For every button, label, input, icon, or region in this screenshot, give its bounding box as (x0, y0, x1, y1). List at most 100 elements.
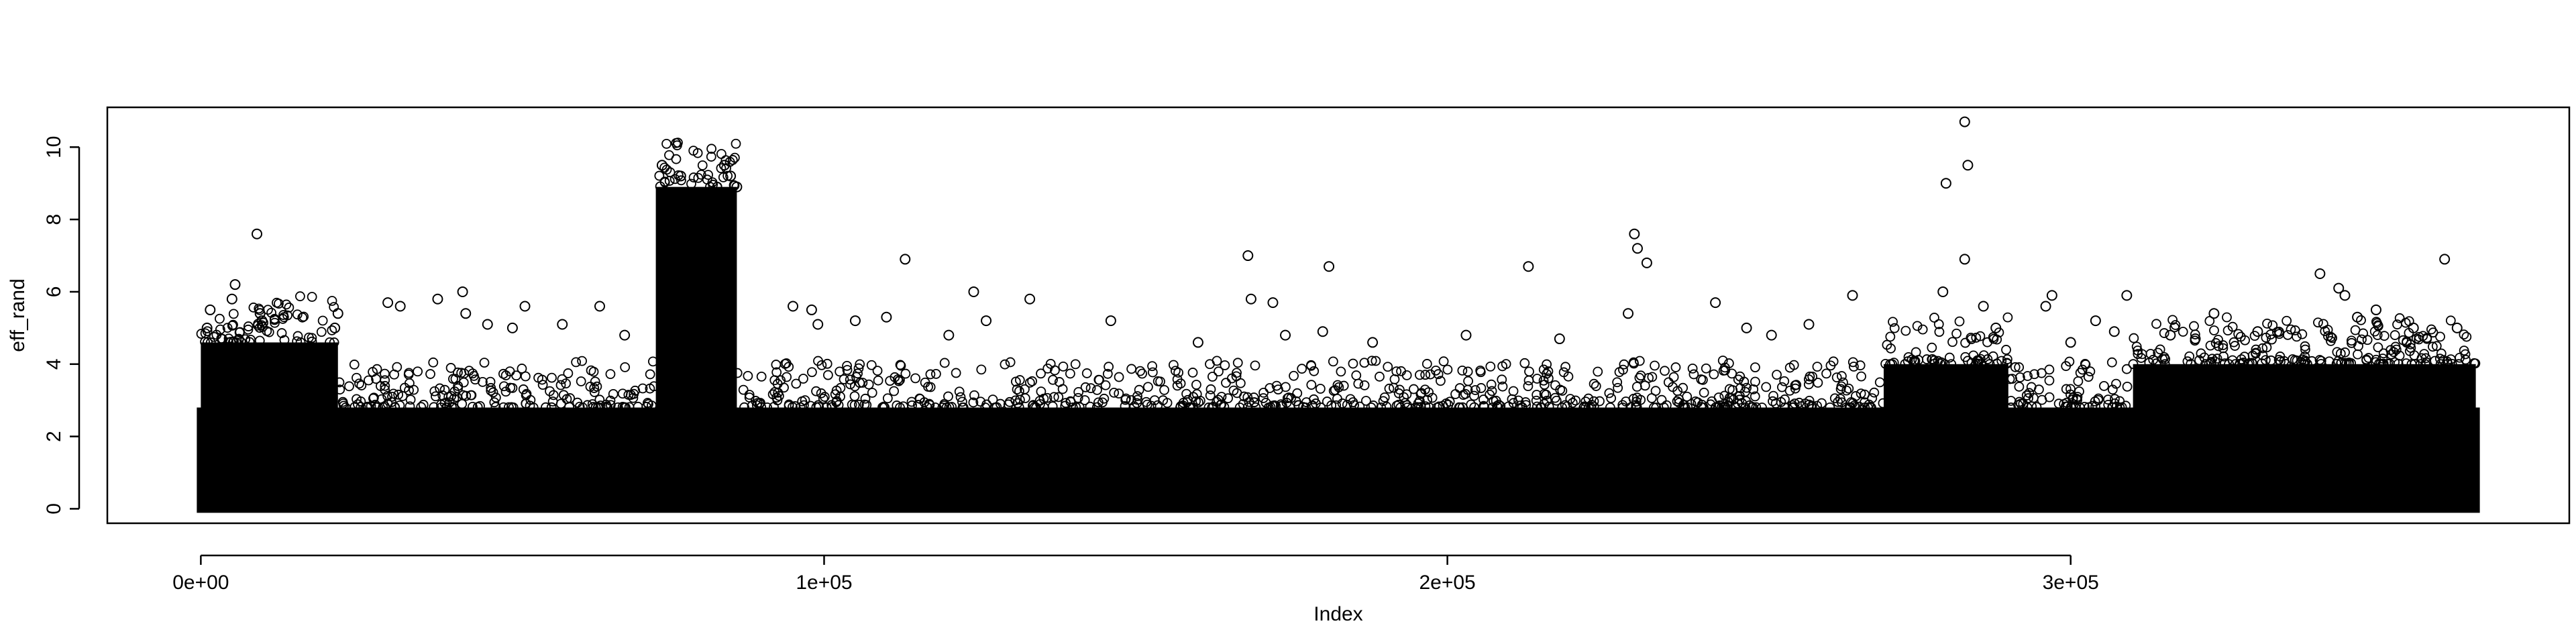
data-point (2326, 331, 2336, 342)
data-point (437, 390, 448, 400)
data-point (872, 366, 883, 376)
data-point (2292, 331, 2302, 342)
data-point (1384, 383, 1395, 394)
data-point (1438, 356, 1449, 367)
outlier-point (849, 315, 861, 327)
data-point (2443, 358, 2453, 369)
data-point (468, 401, 478, 412)
data-point (2288, 354, 2298, 364)
data-point (1668, 372, 1679, 382)
data-point (1085, 383, 1096, 394)
data-point (1349, 400, 1359, 411)
data-point (364, 375, 374, 386)
data-point (1134, 384, 1144, 395)
data-point (1048, 374, 1058, 385)
data-point (1267, 400, 1278, 411)
data-point (446, 402, 457, 413)
data-point (537, 374, 547, 385)
outlier-point (1847, 290, 1858, 301)
data-point (2189, 321, 2199, 331)
data-point (853, 363, 864, 374)
data-point (2001, 345, 2011, 355)
data-point (1469, 402, 1480, 413)
data-point (1886, 343, 1896, 354)
data-point (1310, 398, 1321, 409)
data-point (1779, 376, 1790, 386)
data-point (779, 382, 789, 393)
data-point (466, 390, 477, 400)
data-point (518, 384, 529, 394)
data-point (1557, 402, 1567, 413)
data-point (2398, 335, 2408, 345)
data-point (340, 402, 351, 413)
data-point (1421, 359, 1432, 369)
data-point (2272, 327, 2282, 337)
data-point (2394, 313, 2405, 323)
data-point (1962, 356, 1973, 366)
data-point (780, 359, 790, 369)
data-point (2392, 319, 2402, 330)
data-point (2244, 358, 2255, 368)
data-point (976, 364, 987, 375)
data-point (1687, 363, 1698, 374)
outlier-point (557, 319, 568, 330)
outlier-point (1803, 319, 1815, 330)
data-point (2015, 372, 2025, 382)
data-point (664, 150, 674, 160)
data-point (1159, 384, 1169, 395)
data-point (444, 397, 455, 408)
data-point (2128, 359, 2139, 370)
data-point (1542, 395, 1552, 406)
data-point (1492, 400, 1502, 411)
data-point (1800, 398, 1811, 409)
data-point (1414, 370, 1425, 380)
data-point (352, 372, 362, 383)
data-point (2068, 399, 2079, 410)
data-point (2361, 355, 2372, 366)
data-point (317, 315, 328, 326)
data-point (1028, 400, 1038, 411)
data-point (659, 162, 670, 173)
data-point (1670, 362, 1681, 372)
data-point (1000, 359, 1010, 370)
data-point (1375, 372, 1385, 382)
data-point (1543, 366, 1554, 376)
y-tick-label: 10 (43, 136, 65, 158)
data-point (2206, 356, 2216, 367)
data-point (860, 393, 871, 404)
data-point (1359, 380, 1370, 390)
data-point (356, 380, 367, 390)
data-point (686, 178, 696, 189)
data-point (1109, 388, 1120, 398)
data-point (889, 386, 900, 396)
data-point (2404, 345, 2415, 356)
data-point (1142, 382, 1153, 392)
data-point (405, 394, 416, 405)
outlier-point (2065, 337, 2076, 348)
data-point (1436, 376, 1446, 386)
data-point (1733, 374, 1743, 385)
data-point (486, 385, 496, 396)
data-point (222, 323, 233, 333)
data-point (488, 387, 498, 398)
data-point (930, 402, 941, 413)
outlier-point (1317, 326, 1328, 337)
data-point (297, 312, 308, 323)
data-point (1837, 371, 1847, 381)
data-point (1207, 372, 1218, 382)
data-point (2372, 330, 2383, 340)
data-point (620, 362, 631, 372)
data-point (855, 359, 865, 370)
data-point (281, 299, 292, 310)
data-point (1648, 402, 1659, 413)
data-point (344, 381, 354, 392)
data-point (1360, 396, 1371, 406)
data-point (1205, 384, 1216, 394)
outlier-point (432, 293, 443, 305)
data-point (1558, 367, 1569, 378)
data-point (1542, 359, 1552, 370)
data-point (676, 175, 686, 186)
data-point (1242, 392, 1253, 402)
data-point (2313, 317, 2323, 328)
outlier-point (506, 322, 518, 333)
